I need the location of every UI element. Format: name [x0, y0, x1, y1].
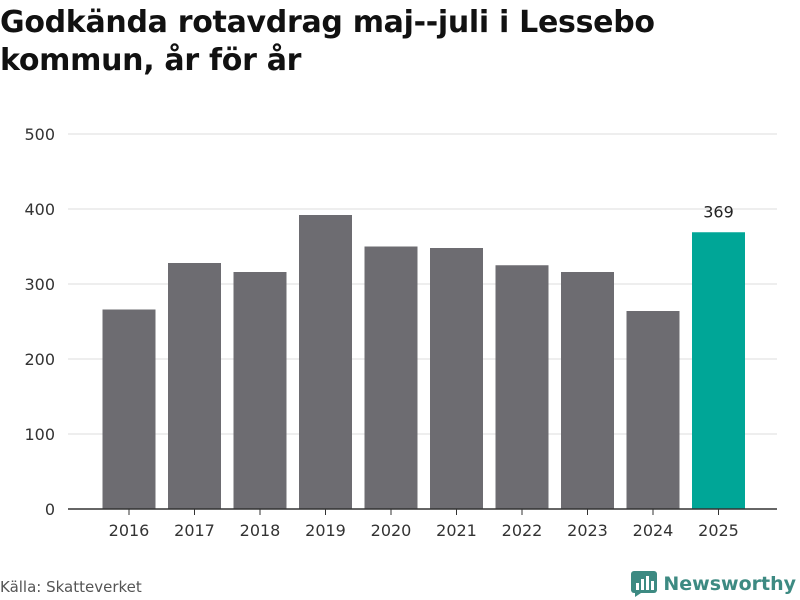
x-tick-label: 2021 — [436, 521, 477, 540]
bar-2025 — [692, 232, 745, 509]
x-tick-label: 2022 — [502, 521, 543, 540]
chart-title: Godkända rotavdrag maj--juli i Lessebo k… — [0, 5, 655, 78]
source-note: Källa: Skatteverket — [0, 578, 142, 596]
x-tick-label: 2016 — [109, 521, 150, 540]
bar-2018 — [233, 272, 287, 509]
x-tick-label: 2025 — [698, 521, 739, 540]
bar-2019 — [299, 215, 352, 509]
data-label: 369 — [703, 202, 734, 221]
bar-2020 — [364, 246, 418, 509]
y-tick-label: 400 — [24, 200, 55, 219]
bar-2017 — [168, 263, 221, 509]
brand-logo: Newsworthy — [631, 568, 796, 600]
x-tick-label: 2019 — [305, 521, 346, 540]
y-tick-label: 200 — [24, 350, 55, 369]
bar-2022 — [495, 265, 549, 509]
y-tick-label: 0 — [45, 500, 55, 519]
y-tick-label: 500 — [24, 125, 55, 144]
bar-2023 — [561, 272, 614, 509]
x-tick-label: 2024 — [633, 521, 674, 540]
newsworthy-logo-icon — [631, 571, 658, 597]
x-tick-label: 2018 — [240, 521, 281, 540]
bar-2016 — [102, 309, 156, 509]
bar-2024 — [626, 311, 680, 509]
y-tick-label: 300 — [24, 275, 55, 294]
x-tick-label: 2023 — [567, 521, 608, 540]
x-tick-label: 2020 — [371, 521, 412, 540]
bar-2021 — [430, 248, 483, 509]
y-tick-label: 100 — [24, 425, 55, 444]
x-tick-label: 2017 — [174, 521, 215, 540]
brand-name: Newsworthy — [663, 573, 796, 595]
